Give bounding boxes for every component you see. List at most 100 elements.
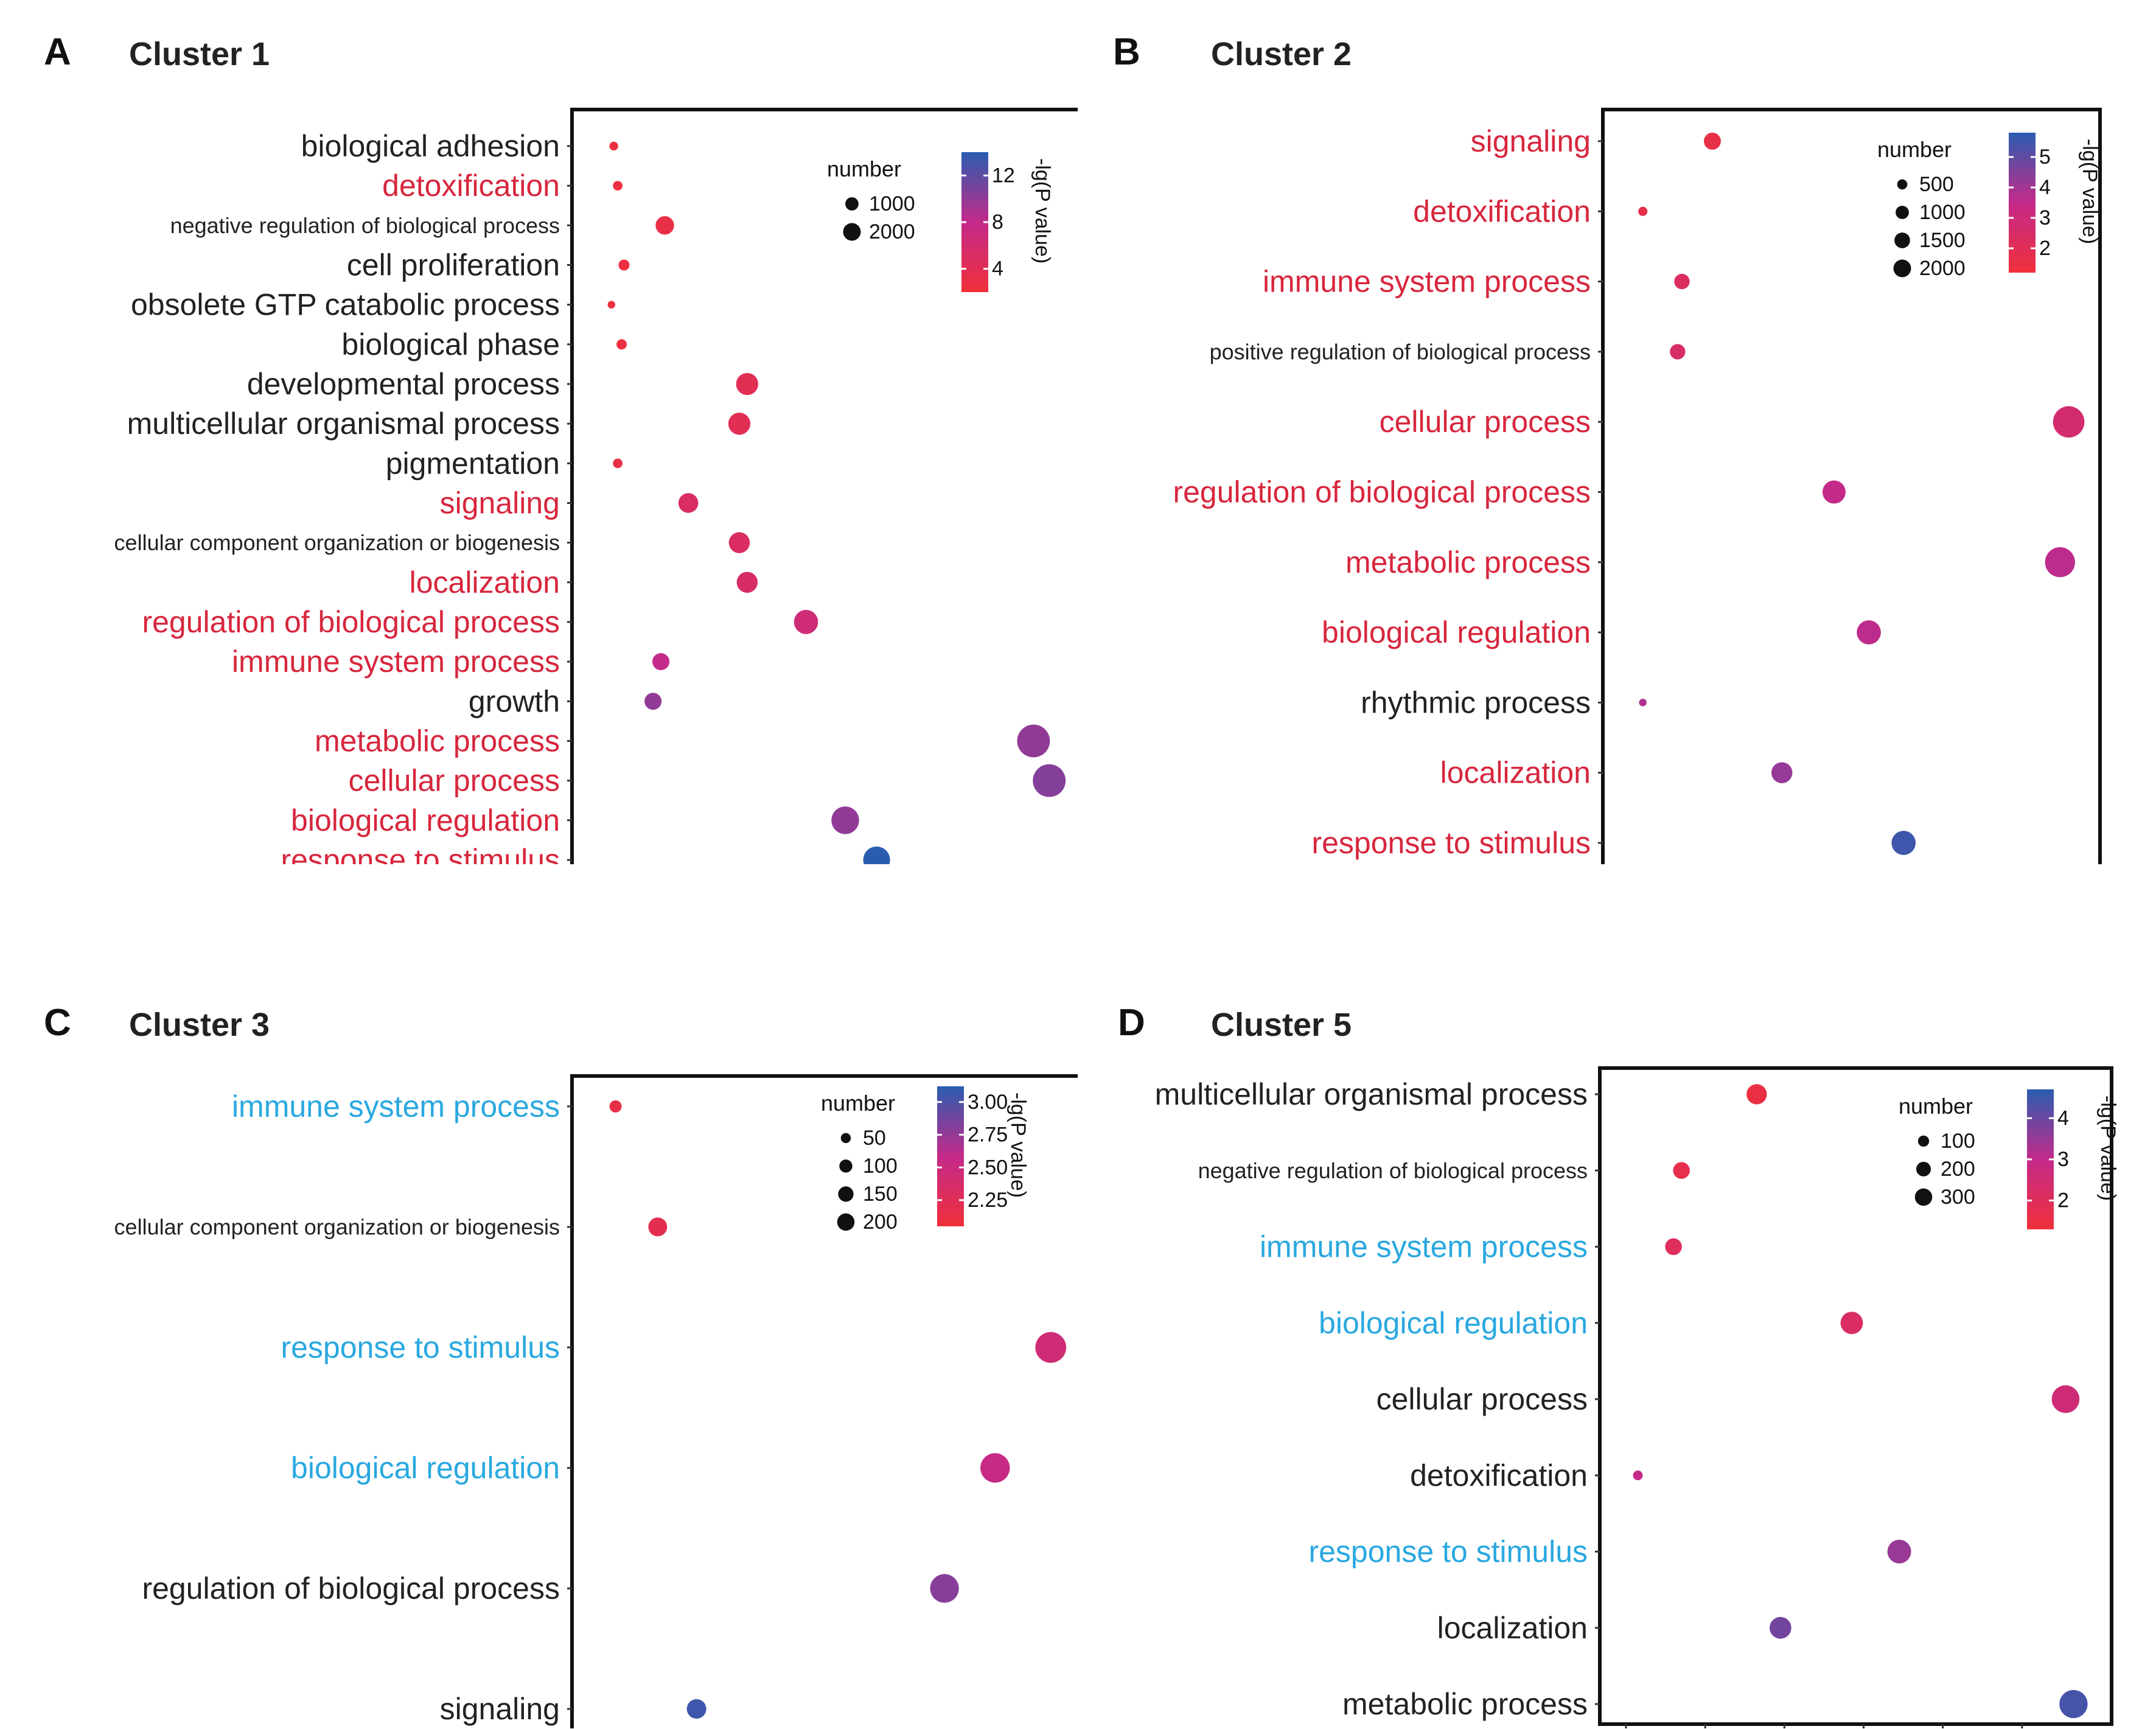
plot-svg: biological adhesion detoxification negativ…: [114, 108, 1078, 864]
data-point: [607, 301, 616, 309]
size-legend-label: 300: [1941, 1186, 1975, 1209]
color-bar: [2009, 133, 2036, 273]
color-legend-label: 5: [2039, 145, 2051, 169]
data-point: [736, 372, 759, 396]
data-point: [1665, 1238, 1682, 1256]
data-point: [1891, 831, 1916, 855]
term-label: metabolic process: [1342, 1687, 1588, 1721]
size-legend-label: 200: [863, 1210, 898, 1234]
panel-title: Cluster 1: [129, 36, 270, 72]
data-point: [648, 1217, 668, 1237]
data-point: [1670, 344, 1686, 360]
term-label: biological regulation: [1322, 615, 1591, 649]
color-legend-label: 3.00: [968, 1091, 1008, 1114]
size-legend-label: 50: [863, 1126, 886, 1150]
term-label: growth: [469, 684, 560, 718]
size-legend-dot: [1917, 1135, 1930, 1147]
plot-svg: signaling detoxification immune system pro…: [1173, 108, 2102, 864]
color-legend-label: 8: [992, 211, 1003, 234]
term-label: negative regulation of biological proces…: [1198, 1158, 1588, 1183]
term-label: localization: [410, 565, 560, 599]
data-point: [678, 493, 699, 513]
data-point: [728, 413, 751, 435]
data-point: [609, 1100, 622, 1112]
term-label: pigmentation: [386, 446, 560, 480]
color-legend-label: 3: [2057, 1148, 2069, 1171]
color-legend-label: 3: [2039, 206, 2051, 229]
term-label: immune system process: [1263, 265, 1591, 299]
data-point: [1033, 764, 1066, 797]
term-label: biological regulation: [291, 1451, 560, 1485]
data-point: [616, 339, 627, 350]
size-legend-dot: [1893, 259, 1911, 278]
panel-c: C Cluster 3 immune system process cellula…: [0, 864, 1078, 1728]
data-point: [1822, 480, 1846, 504]
color-legend-label: 2.50: [968, 1156, 1008, 1179]
data-point: [1017, 724, 1050, 758]
size-legend-dot: [840, 1133, 851, 1144]
data-point: [2045, 547, 2075, 578]
panel-letter: D: [1118, 1002, 1145, 1044]
plot-svg: immune system process cellular component …: [114, 1074, 1078, 1728]
data-point: [1769, 1616, 1791, 1639]
term-label: multicellular organismal process: [1155, 1077, 1588, 1111]
plot-frame: [570, 108, 1078, 864]
data-point: [613, 458, 623, 469]
term-label: immune system process: [1260, 1230, 1588, 1264]
color-legend-title: -lg(P value): [1006, 1092, 1030, 1198]
data-point: [1746, 1084, 1767, 1105]
size-legend-dot: [1894, 232, 1910, 248]
data-point: [1857, 620, 1881, 644]
plot-frame: [1598, 1066, 2113, 1726]
data-point: [930, 1574, 959, 1603]
size-legend-label: 500: [1919, 173, 1954, 196]
term-label: biological adhesion: [301, 129, 560, 163]
panel-d: D Cluster 5 multicellular organismal pro…: [1078, 864, 2155, 1728]
term-label: negative regulation of biological proces…: [170, 213, 560, 238]
term-label: regulation of biological process: [142, 1571, 560, 1605]
color-legend-label: 2: [2057, 1189, 2069, 1212]
color-legend-label: 4: [2039, 176, 2051, 199]
size-legend-title: number: [827, 156, 901, 181]
size-legend-label: 200: [1941, 1158, 1975, 1181]
size-legend-dot: [837, 1213, 855, 1231]
data-point: [728, 532, 750, 553]
term-label: immune system process: [232, 644, 560, 679]
term-label: cell proliferation: [347, 248, 560, 282]
color-legend-label: 2.25: [968, 1189, 1008, 1212]
size-legend-label: 2000: [869, 220, 915, 243]
panel-letter: B: [1113, 31, 1140, 73]
data-point: [1674, 273, 1690, 290]
term-label: response to stimulus: [281, 1330, 560, 1364]
color-legend-label: 4: [992, 257, 1003, 281]
color-legend-label: 4: [2057, 1106, 2069, 1130]
panel-letter: C: [44, 1002, 71, 1044]
data-point: [686, 1699, 706, 1719]
data-point: [1771, 762, 1793, 783]
size-legend-label: 1000: [869, 192, 915, 215]
data-point: [1673, 1162, 1690, 1179]
plot-svg: multicellular organismal process negative…: [1155, 1066, 2119, 1728]
term-label: rhythmic process: [1361, 685, 1591, 719]
size-legend-label: 150: [863, 1182, 898, 1206]
color-legend-title: -lg(P value): [2078, 139, 2101, 244]
size-legend-dot: [845, 197, 859, 211]
term-label: response to stimulus: [1311, 826, 1591, 860]
term-label: biological regulation: [291, 803, 560, 837]
size-legend-dot: [839, 1159, 853, 1173]
color-legend-label: 12: [992, 164, 1015, 187]
term-label: cellular process: [1376, 1382, 1588, 1416]
term-label: response to stimulus: [1308, 1535, 1588, 1569]
data-point: [1840, 1312, 1863, 1335]
term-label: regulation of biological process: [142, 605, 560, 639]
panel-b: B Cluster 2 signaling detoxification immun…: [1078, 0, 2155, 864]
term-label: cellular component organization or bioge…: [114, 530, 560, 555]
data-point: [863, 846, 890, 864]
size-legend-label: 100: [863, 1154, 898, 1178]
term-label: cellular process: [1380, 405, 1591, 439]
size-legend-dot: [843, 223, 861, 241]
size-legend-dot: [1914, 1188, 1933, 1206]
color-legend-title: -lg(P value): [2096, 1095, 2119, 1201]
color-legend-label: 2.75: [968, 1123, 1008, 1147]
size-legend-title: number: [1877, 137, 1952, 162]
